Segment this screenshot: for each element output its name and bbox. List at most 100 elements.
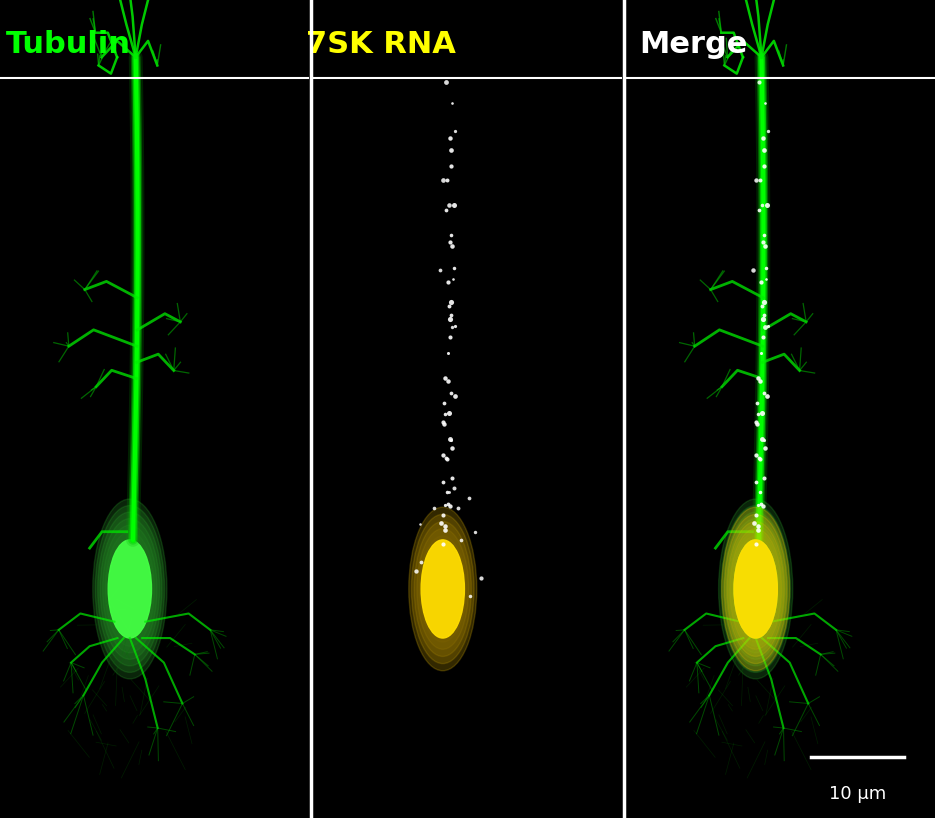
Point bbox=[442, 300, 457, 313]
Point bbox=[745, 263, 760, 276]
Ellipse shape bbox=[728, 525, 783, 653]
Point bbox=[749, 416, 764, 429]
Point bbox=[756, 144, 771, 157]
Point bbox=[447, 198, 462, 211]
Point bbox=[444, 144, 459, 157]
Point bbox=[439, 75, 453, 88]
Point bbox=[426, 501, 441, 515]
Point bbox=[748, 475, 763, 488]
Point bbox=[444, 97, 459, 110]
Point bbox=[439, 451, 453, 464]
Point bbox=[440, 276, 455, 289]
Point bbox=[748, 173, 763, 187]
Point bbox=[756, 386, 771, 399]
Point bbox=[759, 262, 774, 275]
Point bbox=[438, 499, 453, 512]
Point bbox=[438, 524, 453, 537]
Ellipse shape bbox=[409, 507, 477, 671]
Point bbox=[450, 501, 465, 515]
Point bbox=[445, 240, 460, 253]
Text: 7SK RNA: 7SK RNA bbox=[306, 30, 456, 60]
Ellipse shape bbox=[97, 512, 162, 666]
Point bbox=[441, 198, 456, 211]
Point bbox=[755, 236, 770, 249]
Point bbox=[753, 174, 768, 187]
Point bbox=[462, 589, 477, 602]
Ellipse shape bbox=[725, 515, 787, 663]
Point bbox=[755, 313, 770, 326]
Point bbox=[445, 442, 460, 455]
Point bbox=[749, 417, 764, 430]
Point bbox=[757, 321, 772, 334]
Point bbox=[448, 124, 463, 137]
Point bbox=[753, 486, 768, 499]
Text: Tubulin: Tubulin bbox=[6, 30, 131, 60]
Text: 10 μm: 10 μm bbox=[829, 785, 886, 803]
Point bbox=[436, 537, 451, 551]
Point bbox=[468, 525, 482, 538]
Point bbox=[439, 203, 453, 216]
Point bbox=[755, 499, 770, 512]
Point bbox=[756, 229, 771, 242]
Point bbox=[453, 533, 468, 546]
Point bbox=[754, 276, 769, 289]
Point bbox=[750, 408, 765, 421]
Point bbox=[755, 330, 770, 344]
Point bbox=[444, 471, 459, 484]
Point bbox=[436, 508, 451, 521]
Point bbox=[757, 97, 772, 110]
Point bbox=[412, 518, 427, 531]
Point bbox=[760, 124, 775, 137]
Point bbox=[438, 408, 453, 421]
Point bbox=[436, 475, 451, 488]
Point bbox=[446, 272, 461, 285]
Point bbox=[441, 497, 456, 510]
Text: Merge: Merge bbox=[640, 30, 748, 60]
Ellipse shape bbox=[727, 522, 784, 656]
Point bbox=[439, 452, 454, 465]
Point bbox=[413, 555, 428, 569]
Ellipse shape bbox=[108, 540, 151, 638]
Point bbox=[443, 160, 458, 173]
Point bbox=[756, 308, 771, 321]
Point bbox=[755, 198, 770, 211]
Point bbox=[753, 375, 768, 388]
Point bbox=[436, 173, 451, 187]
Ellipse shape bbox=[730, 528, 782, 649]
Ellipse shape bbox=[421, 540, 465, 638]
Point bbox=[443, 308, 458, 321]
Point bbox=[443, 330, 458, 344]
Point bbox=[757, 442, 772, 455]
Point bbox=[437, 396, 452, 409]
Ellipse shape bbox=[417, 528, 468, 649]
Point bbox=[758, 272, 773, 285]
Point bbox=[442, 433, 457, 446]
Point bbox=[753, 452, 768, 465]
Point bbox=[443, 131, 458, 144]
Ellipse shape bbox=[719, 499, 793, 679]
Point bbox=[749, 396, 764, 409]
Point bbox=[438, 519, 453, 533]
Point bbox=[444, 229, 459, 242]
Point bbox=[446, 262, 461, 275]
Point bbox=[439, 486, 454, 499]
Point bbox=[438, 371, 453, 384]
Point bbox=[760, 389, 775, 402]
Ellipse shape bbox=[100, 519, 160, 659]
Point bbox=[757, 240, 772, 253]
Point bbox=[437, 417, 452, 430]
Point bbox=[461, 492, 476, 505]
Ellipse shape bbox=[411, 515, 474, 663]
Point bbox=[755, 433, 770, 446]
Point bbox=[756, 295, 771, 308]
Point bbox=[756, 434, 771, 447]
Point bbox=[442, 236, 457, 249]
Point bbox=[474, 572, 489, 585]
Ellipse shape bbox=[734, 540, 777, 638]
Point bbox=[748, 508, 763, 521]
Point bbox=[444, 386, 459, 399]
Point bbox=[754, 497, 769, 510]
Point bbox=[447, 389, 462, 402]
Point bbox=[444, 434, 459, 447]
Point bbox=[751, 524, 766, 537]
